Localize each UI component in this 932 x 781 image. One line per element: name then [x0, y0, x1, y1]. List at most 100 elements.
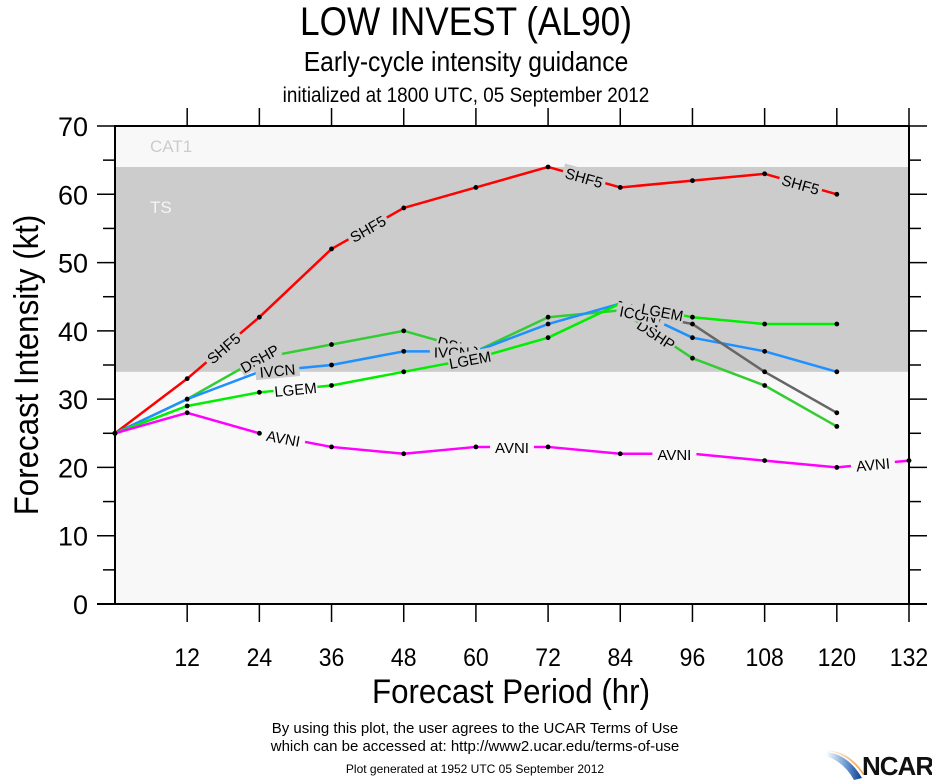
y-tick-label: 60	[58, 180, 88, 210]
x-tick-label: 72	[535, 644, 561, 672]
ncar-logo-text: NCAR	[862, 751, 932, 781]
label-background	[344, 210, 391, 247]
x-tick-label: 120	[818, 644, 856, 672]
data-point-shf5	[834, 191, 840, 197]
y-tick-label: 40	[58, 317, 88, 347]
data-point-lgem	[690, 314, 695, 320]
data-point-avni	[401, 451, 407, 457]
label-background	[254, 360, 301, 381]
data-point-shf5	[184, 376, 190, 382]
label-background	[639, 299, 686, 324]
series-label-avni: AVNI	[490, 438, 534, 457]
data-point-lgem	[184, 403, 190, 409]
data-point-dshp	[401, 328, 407, 334]
tick-labels: 0 10 20 30 40 50 60 70 12 24 36 48 60 72 84 96 108 120 132	[58, 112, 928, 672]
label-background	[236, 340, 283, 376]
data-point-avni	[256, 430, 262, 436]
data-point-dshp	[762, 383, 768, 388]
data-point-icon	[762, 369, 768, 375]
data-point-shf5	[329, 246, 334, 252]
data-point-lgem	[834, 321, 840, 327]
ncar-logo-icon	[826, 750, 864, 780]
data-point-ivcn	[762, 348, 768, 354]
label-background	[260, 425, 307, 450]
band-cat1	[115, 126, 909, 167]
label-background	[850, 453, 896, 475]
intensity-bands: TS CAT1	[115, 126, 909, 604]
x-tick-label: 48	[391, 644, 417, 672]
chart-subtitle: Early-cycle intensity guidance	[303, 46, 629, 77]
data-point-avni	[762, 458, 768, 463]
data-point-shf5	[762, 171, 768, 177]
x-axis-label: Forecast Period (hr)	[372, 672, 650, 711]
data-point-icon	[834, 410, 840, 416]
label-text: LGEM	[274, 380, 318, 401]
label-text: AVNI	[265, 428, 301, 451]
x-tick-label: 60	[463, 644, 489, 672]
init-time: initialized at 1800 UTC, 05 September 20…	[282, 84, 650, 107]
label-background	[446, 347, 493, 372]
x-tick-label: 24	[247, 644, 273, 672]
data-point-avni	[329, 444, 334, 450]
data-point-ivcn	[184, 396, 190, 402]
data-point-lgem	[762, 321, 768, 327]
label-text: AVNI	[855, 455, 890, 475]
data-point-ivcn	[545, 321, 551, 327]
y-axis-label: Forecast Intensity (kt)	[7, 215, 46, 516]
series-label-avni: AVNI	[260, 425, 307, 451]
label-background	[633, 315, 680, 354]
series-label-lgem: LGEM	[272, 378, 319, 401]
band-label-ts: TS	[150, 198, 172, 217]
label-background	[490, 438, 534, 455]
data-point-avni	[906, 458, 912, 463]
label-background	[201, 327, 246, 369]
label-background	[615, 301, 662, 326]
generated-time: Plot generated at 1952 UTC 05 September …	[345, 762, 605, 776]
label-background	[272, 378, 319, 399]
data-point-shf5	[545, 164, 551, 170]
data-point-dshp	[545, 314, 551, 320]
label-text: AVNI	[657, 447, 691, 464]
label-background	[652, 445, 697, 462]
data-point-avni	[617, 451, 623, 457]
data-point-ivcn	[401, 348, 407, 354]
data-point-ivcn	[834, 369, 840, 375]
data-point-dshp	[834, 424, 840, 429]
terms-line-2[interactable]: which can be accessed at: http://www2.uc…	[270, 738, 680, 755]
y-tick-label: 50	[58, 249, 88, 279]
x-tick-label: 132	[890, 644, 928, 672]
x-tick-label: 36	[319, 644, 345, 672]
data-point-icon	[690, 321, 695, 327]
data-point-avni	[112, 430, 118, 436]
data-point-avni	[545, 444, 551, 450]
data-point-ivcn	[690, 335, 695, 341]
data-point-avni	[184, 410, 190, 416]
data-point-dshp	[690, 355, 695, 361]
label-text: AVNI	[495, 440, 529, 457]
series-label-avni: AVNI	[850, 453, 896, 476]
data-point-shf5	[473, 185, 479, 190]
label-text: IVCN	[259, 361, 296, 381]
y-tick-label: 30	[58, 385, 88, 415]
data-point-avni	[473, 444, 479, 450]
data-point-lgem	[329, 383, 334, 388]
data-point-lgem	[545, 335, 551, 341]
series-label-avni: AVNI	[652, 445, 697, 464]
label-background	[560, 163, 608, 191]
y-tick-label: 70	[58, 112, 88, 142]
data-point-shf5	[690, 178, 695, 184]
y-tick-label: 0	[73, 590, 88, 620]
data-point-avni	[834, 465, 840, 470]
terms-line-1: By using this plot, the user agrees to t…	[271, 720, 679, 737]
x-tick-label: 108	[745, 644, 783, 672]
label-background	[777, 170, 825, 198]
y-tick-label: 20	[58, 453, 88, 483]
data-point-ivcn	[329, 362, 334, 368]
x-tick-label: 84	[607, 644, 633, 672]
data-point-dshp	[329, 342, 334, 347]
data-point-shf5	[617, 185, 623, 190]
x-tick-label: 96	[680, 644, 706, 672]
x-tick-label: 12	[174, 644, 200, 672]
data-point-shf5	[256, 314, 262, 320]
